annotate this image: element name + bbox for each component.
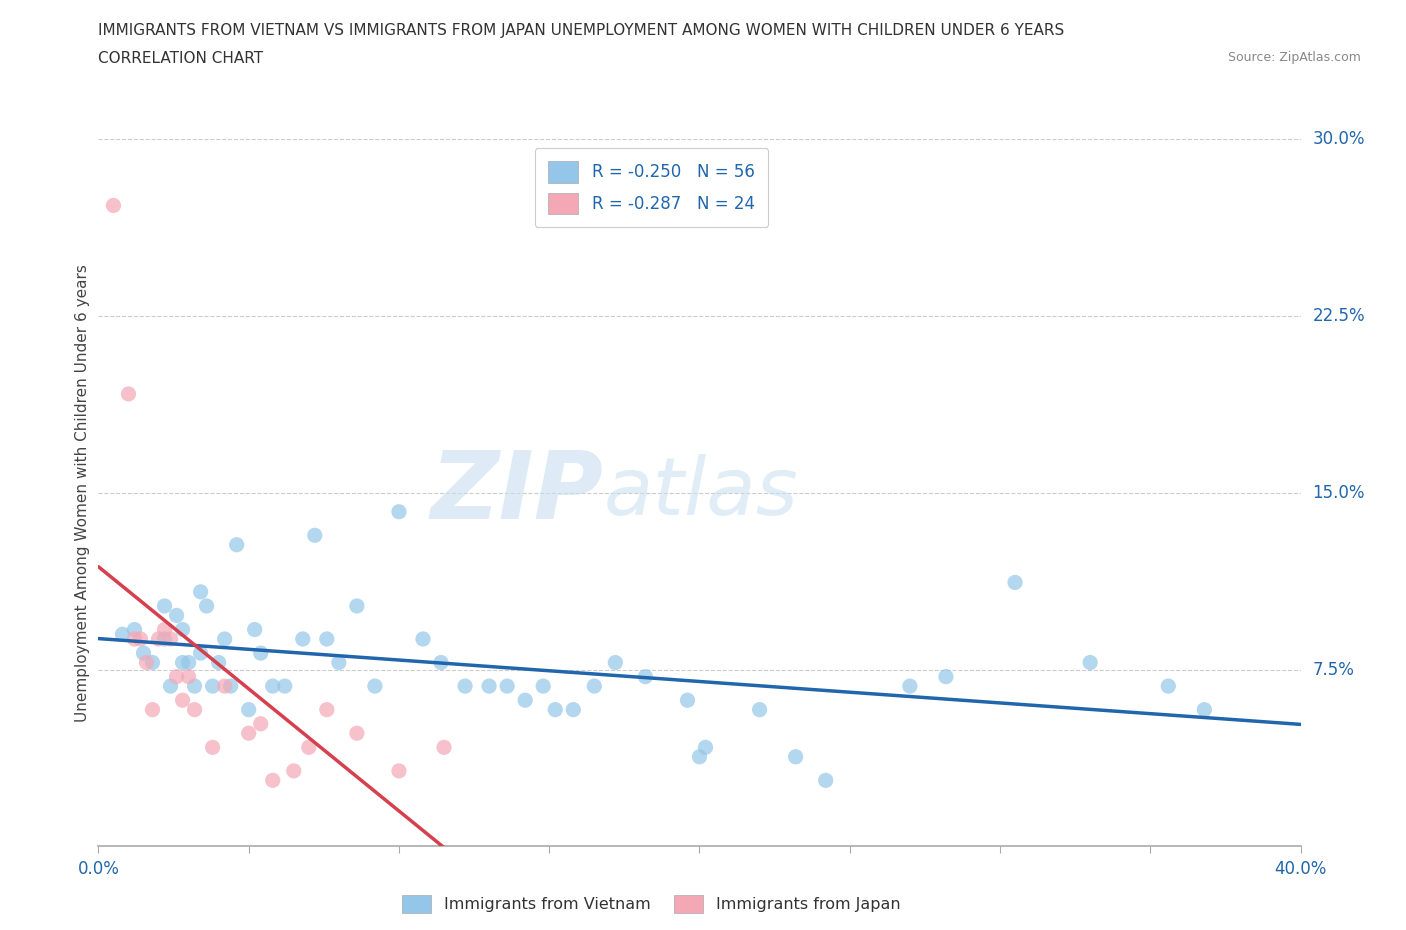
Point bbox=[238, 725, 260, 740]
Point bbox=[283, 764, 305, 778]
Point bbox=[634, 670, 657, 684]
Point bbox=[814, 773, 837, 788]
Point bbox=[225, 538, 247, 552]
Point bbox=[238, 702, 260, 717]
Point bbox=[201, 679, 224, 694]
Point bbox=[544, 702, 567, 717]
Point bbox=[304, 528, 326, 543]
Point bbox=[249, 716, 271, 731]
Point bbox=[412, 631, 434, 646]
Point bbox=[430, 655, 453, 670]
Point bbox=[562, 702, 585, 717]
Point bbox=[141, 702, 163, 717]
Point bbox=[433, 740, 456, 755]
Point bbox=[1078, 655, 1101, 670]
Point bbox=[124, 622, 146, 637]
Point bbox=[177, 655, 200, 670]
Point bbox=[214, 631, 236, 646]
Point bbox=[195, 599, 218, 614]
Point bbox=[935, 670, 957, 684]
Point bbox=[315, 631, 337, 646]
Point bbox=[454, 679, 477, 694]
Point bbox=[201, 740, 224, 755]
Point bbox=[1194, 702, 1216, 717]
Point bbox=[262, 679, 284, 694]
Text: 22.5%: 22.5% bbox=[1313, 307, 1365, 326]
Point bbox=[166, 670, 188, 684]
Point bbox=[748, 702, 770, 717]
Point bbox=[388, 764, 411, 778]
Point bbox=[190, 645, 212, 660]
Point bbox=[274, 679, 297, 694]
Point bbox=[129, 631, 152, 646]
Point bbox=[172, 655, 194, 670]
Point bbox=[328, 655, 350, 670]
Point bbox=[346, 599, 368, 614]
Text: CORRELATION CHART: CORRELATION CHART bbox=[98, 51, 263, 66]
Point bbox=[478, 679, 501, 694]
Point bbox=[695, 740, 717, 755]
Point bbox=[172, 693, 194, 708]
Legend: Immigrants from Vietnam, Immigrants from Japan: Immigrants from Vietnam, Immigrants from… bbox=[396, 888, 907, 920]
Text: atlas: atlas bbox=[603, 454, 799, 532]
Point bbox=[291, 631, 314, 646]
Point bbox=[249, 645, 271, 660]
Point bbox=[676, 693, 699, 708]
Point bbox=[183, 679, 205, 694]
Point bbox=[141, 655, 163, 670]
Text: 7.5%: 7.5% bbox=[1313, 660, 1354, 679]
Point bbox=[153, 599, 176, 614]
Point bbox=[243, 622, 266, 637]
Point bbox=[183, 702, 205, 717]
Point bbox=[214, 679, 236, 694]
Point bbox=[1004, 575, 1026, 590]
Point bbox=[496, 679, 519, 694]
Point bbox=[898, 679, 921, 694]
Point bbox=[688, 750, 710, 764]
Point bbox=[531, 679, 554, 694]
Point bbox=[605, 655, 627, 670]
Point bbox=[177, 670, 200, 684]
Text: 15.0%: 15.0% bbox=[1313, 484, 1365, 502]
Text: ZIP: ZIP bbox=[430, 447, 603, 538]
Point bbox=[153, 622, 176, 637]
Point bbox=[298, 740, 321, 755]
Point bbox=[148, 631, 170, 646]
Point bbox=[172, 622, 194, 637]
Point bbox=[388, 504, 411, 519]
Text: IMMIGRANTS FROM VIETNAM VS IMMIGRANTS FROM JAPAN UNEMPLOYMENT AMONG WOMEN WITH C: IMMIGRANTS FROM VIETNAM VS IMMIGRANTS FR… bbox=[98, 23, 1064, 38]
Point bbox=[166, 608, 188, 623]
Point bbox=[515, 693, 537, 708]
Text: Source: ZipAtlas.com: Source: ZipAtlas.com bbox=[1227, 51, 1361, 64]
Point bbox=[117, 387, 139, 402]
Point bbox=[262, 773, 284, 788]
Point bbox=[346, 725, 368, 740]
Point bbox=[124, 631, 146, 646]
Point bbox=[159, 631, 181, 646]
Point bbox=[1157, 679, 1180, 694]
Point bbox=[785, 750, 807, 764]
Point bbox=[135, 655, 157, 670]
Point bbox=[315, 702, 337, 717]
Point bbox=[583, 679, 606, 694]
Point bbox=[190, 584, 212, 599]
Point bbox=[159, 679, 181, 694]
Point bbox=[111, 627, 134, 642]
Point bbox=[208, 655, 231, 670]
Point bbox=[132, 645, 155, 660]
Text: 30.0%: 30.0% bbox=[1313, 130, 1365, 149]
Point bbox=[103, 198, 125, 213]
Point bbox=[153, 631, 176, 646]
Y-axis label: Unemployment Among Women with Children Under 6 years: Unemployment Among Women with Children U… bbox=[75, 264, 90, 722]
Point bbox=[219, 679, 242, 694]
Point bbox=[364, 679, 387, 694]
